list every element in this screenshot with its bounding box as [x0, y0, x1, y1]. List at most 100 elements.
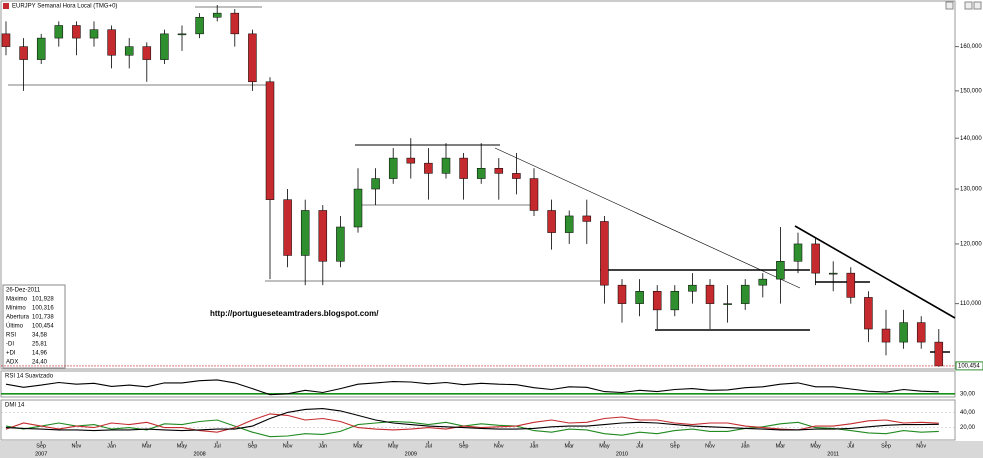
candle-body — [688, 284, 697, 292]
x-tick-label: Nov — [283, 443, 293, 449]
candle-body — [564, 215, 574, 233]
candle-body — [652, 291, 662, 311]
candle-body — [107, 29, 116, 56]
window-button[interactable] — [945, 1, 954, 10]
candle-body — [705, 284, 715, 304]
x-tick-label: Jan — [318, 443, 327, 449]
y-tick-label: 40,00 — [960, 410, 976, 416]
candle-body — [124, 46, 134, 56]
window-button[interactable] — [973, 1, 982, 10]
candle-body — [353, 188, 363, 228]
info-label: ADX — [6, 360, 18, 366]
info-value: 34,58 — [32, 333, 48, 339]
candle-body — [160, 33, 169, 60]
candle-body — [89, 29, 99, 39]
x-tick-label: Nov — [916, 443, 926, 449]
trendline — [794, 225, 956, 319]
candle-body — [740, 284, 750, 304]
window-button[interactable] — [964, 1, 973, 10]
candle-body — [300, 210, 310, 256]
x-tick-label: Mar — [353, 443, 363, 449]
candle-body — [283, 199, 292, 256]
candle-body — [336, 226, 345, 262]
year-label: 2008 — [193, 451, 205, 457]
info-value: 100,454 — [32, 324, 54, 330]
candle-body — [441, 157, 451, 174]
x-tick-label: Sep — [248, 443, 258, 449]
x-tick-label: May — [388, 443, 399, 449]
candle-body — [881, 328, 891, 343]
candle-body — [476, 167, 486, 179]
candle-body — [846, 272, 856, 298]
candle-body — [916, 322, 926, 343]
y-tick-label: 130,000 — [960, 187, 982, 193]
candle-body — [406, 157, 416, 164]
candle-body — [529, 178, 539, 211]
y-tick-label: 140,000 — [960, 136, 982, 142]
x-tick-label: Nov — [494, 443, 504, 449]
x-tick-label: May — [599, 443, 610, 449]
candle-body — [811, 243, 820, 274]
candle-body — [142, 46, 152, 60]
rsi-title: RSI 14 Suavizado — [5, 374, 54, 380]
candle-body — [617, 284, 627, 304]
dmi-frame — [0, 399, 956, 441]
info-label: +DI — [6, 351, 16, 357]
x-tick-label: Mar — [776, 443, 786, 449]
info-value: 101,738 — [32, 315, 54, 321]
candle-body — [230, 12, 240, 35]
candle-body — [195, 16, 204, 35]
window-buttons[interactable] — [945, 1, 982, 10]
annotation: http://portugueseteamtraders.blogspot.co… — [210, 309, 379, 318]
rsi-frame — [0, 370, 956, 398]
candle-body — [547, 210, 556, 233]
info-value: 14,96 — [32, 351, 48, 357]
info-date: 26-Dez-2011 — [6, 288, 41, 294]
y-tick-label: 30,00 — [960, 391, 976, 397]
series-line — [5, 379, 939, 396]
candle-body — [776, 261, 785, 280]
info-label: -DI — [6, 342, 14, 348]
x-tick-label: Jul — [214, 443, 221, 449]
x-tick-label: Sep — [881, 443, 891, 449]
candle-body — [459, 157, 468, 179]
x-tick-label: Jan — [107, 443, 116, 449]
info-label: RSI — [6, 333, 16, 339]
x-tick-label: Jan — [741, 443, 750, 449]
candle-body — [36, 37, 46, 60]
candle-body — [72, 25, 81, 39]
x-tick-label: Sep — [36, 443, 46, 449]
x-tick-label: Jul — [636, 443, 643, 449]
candle-body — [248, 33, 257, 83]
y-tick-label: 110,000 — [960, 301, 982, 307]
info-box: 26-Dez-2011 Máximo 101,928 Mínimo 100,316Ab… — [2, 284, 66, 369]
candle-body — [899, 322, 908, 343]
x-tick-label: Sep — [459, 443, 469, 449]
year-label: 2011 — [827, 451, 839, 457]
candle-body — [828, 272, 838, 275]
candle-body — [212, 12, 222, 18]
candle-body — [54, 25, 64, 39]
candle-body — [388, 157, 398, 179]
candle-body — [494, 167, 504, 174]
series-line — [5, 413, 939, 433]
info-frame — [2, 284, 66, 369]
chart-title: EURJPY Semanal Hora Local (TMG+0) — [12, 4, 117, 10]
last-price-label: 100,454 — [958, 363, 980, 369]
x-tick-label: May — [810, 443, 821, 449]
y-tick-label: 150,000 — [960, 88, 982, 94]
symbol-icon — [3, 3, 9, 9]
candle-body — [723, 303, 732, 305]
info-value: 101,928 — [32, 297, 54, 303]
trendline — [494, 147, 801, 289]
candle-body — [19, 46, 28, 60]
candle-body — [1, 33, 11, 47]
x-tick-label: Jul — [425, 443, 432, 449]
y-tick-label: 120,000 — [960, 242, 982, 248]
year-label: 2007 — [35, 451, 47, 457]
info-label: Máximo — [6, 297, 28, 303]
dmi-title: DMI 14 — [5, 403, 25, 409]
candle-body — [793, 243, 803, 262]
candle-body — [758, 278, 768, 286]
